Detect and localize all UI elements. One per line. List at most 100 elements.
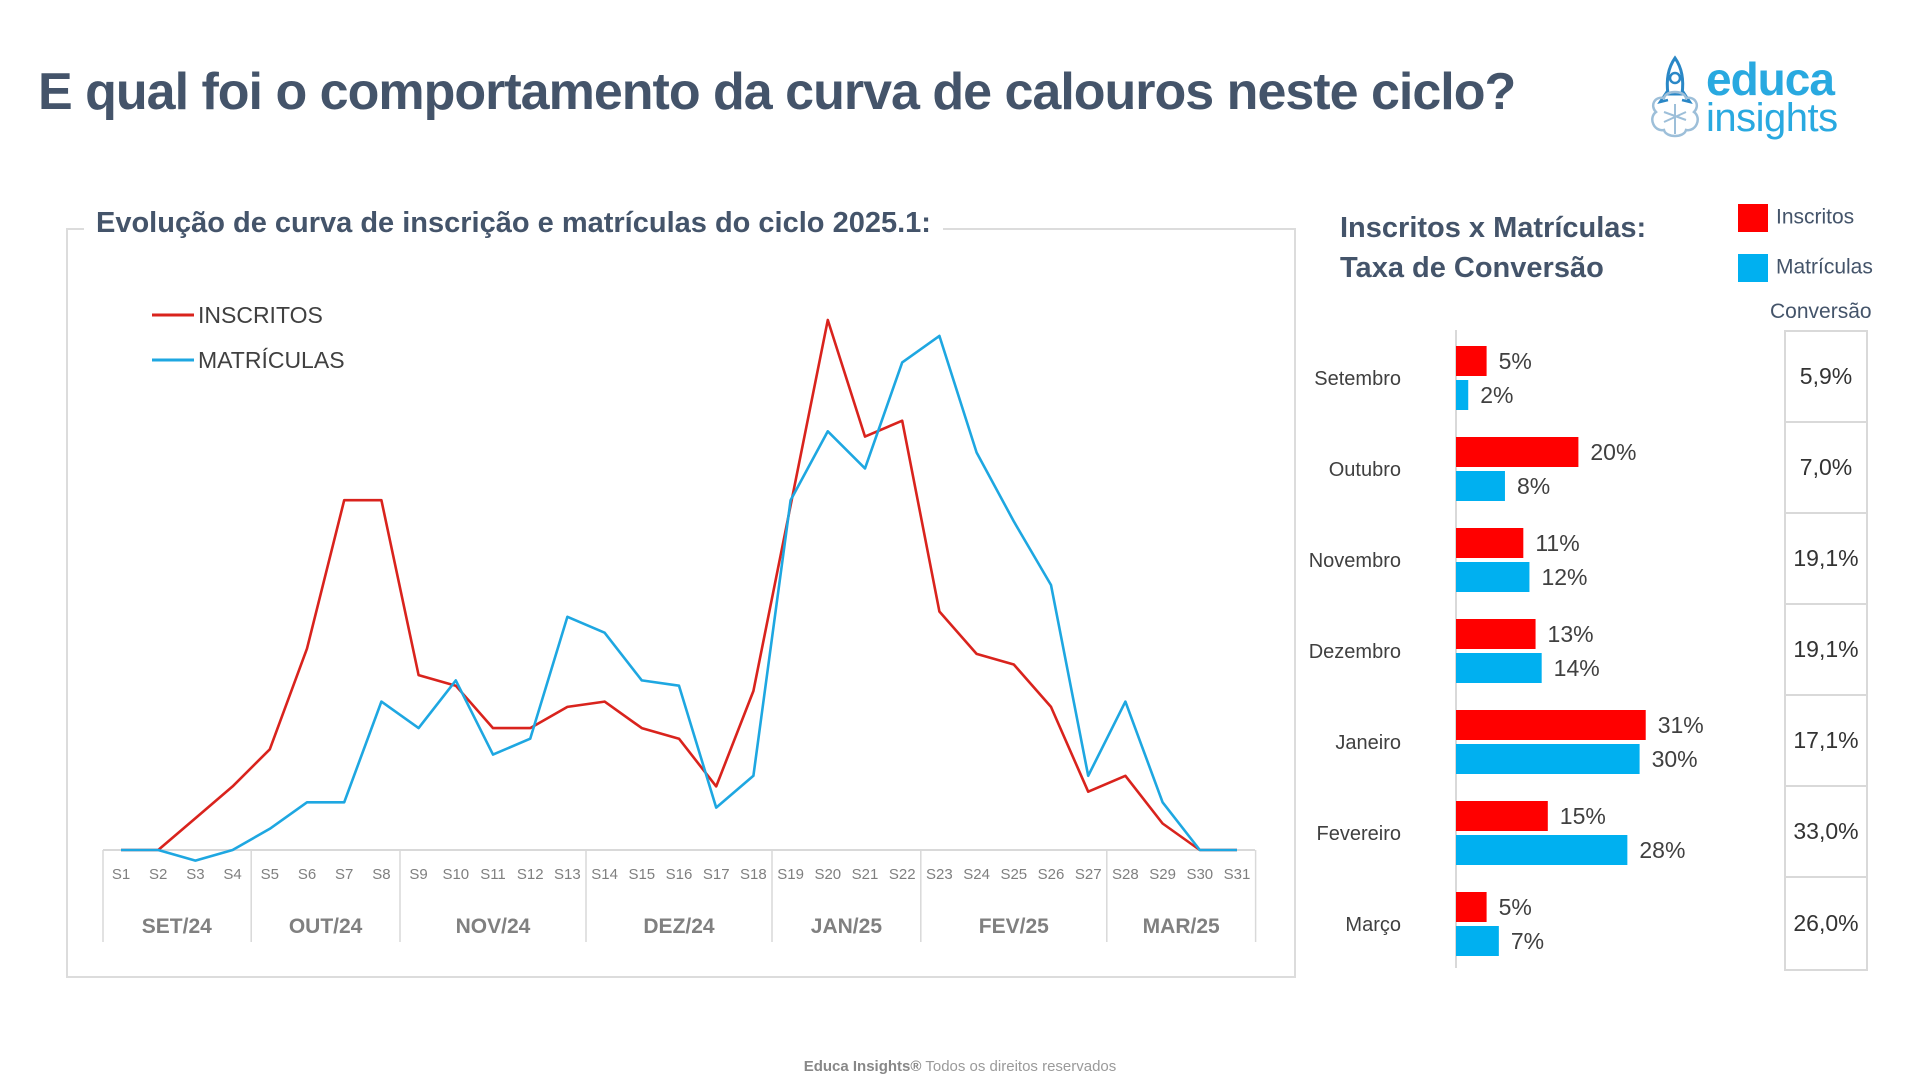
line-chart-title: Evolução de curva de inscrição e matrícu… [84,207,943,240]
bar-matriculas [1456,653,1542,683]
bar-value-label: 11% [1535,530,1579,556]
bar-value-label: 7% [1511,928,1544,954]
bar-value-label: 28% [1639,837,1685,863]
conversion-cell: 17,1% [1786,696,1866,787]
x-tick-label: S9 [409,866,427,883]
educa-insights-logo: educa insights [1648,50,1848,146]
bar-chart-title: Inscritos x Matrículas: Taxa de Conversã… [1340,208,1646,288]
x-tick-label: S20 [814,866,841,883]
bar-matriculas [1456,380,1469,410]
footer: Educa Insights® Todos os direitos reserv… [0,1058,1920,1075]
bar-value-label: 2% [1480,382,1513,408]
logo-insights-text: insights [1706,96,1838,140]
bar-category-label: Novembro [1309,550,1401,572]
legend-swatch-inscritos [1738,204,1768,232]
x-tick-label: S21 [852,866,879,883]
bar-matriculas [1456,744,1640,774]
bar-category-label: Janeiro [1335,732,1401,754]
x-tick-label: S2 [149,866,167,883]
x-tick-label: S24 [963,866,990,883]
bar-value-label: 5% [1499,894,1532,920]
x-tick-label: S8 [372,866,390,883]
x-tick-label: S11 [480,866,506,883]
conversion-cell: 5,9% [1786,332,1866,423]
x-tick-label: S19 [777,866,804,883]
x-tick-label: S4 [223,866,241,883]
x-tick-label: S16 [666,866,693,883]
x-tick-label: S10 [442,866,469,883]
series-line-inscritos [121,318,1237,852]
bar-value-label: 30% [1652,746,1698,772]
month-label: MAR/25 [1143,915,1220,938]
bar-value-label: 5% [1499,348,1532,374]
bar-inscritos [1456,528,1524,558]
x-tick-label: S31 [1224,866,1251,883]
bar-value-label: 15% [1560,803,1606,829]
conversion-cell: 33,0% [1786,787,1866,878]
x-tick-label: S1 [112,866,130,883]
x-tick-label: S23 [926,866,953,883]
month-label: SET/24 [142,915,212,938]
x-tick-label: S12 [517,866,544,883]
x-tick-label: S18 [740,866,767,883]
conversion-cell: 19,1% [1786,514,1866,605]
x-tick-label: S28 [1112,866,1139,883]
page-title: E qual foi o comportamento da curva de c… [38,63,1516,121]
logo-educa-text: educa [1706,53,1835,105]
series-line-matriculas [121,334,1237,862]
x-tick-label: S15 [628,866,655,883]
x-tick-label: S27 [1075,866,1102,883]
bar-inscritos [1456,619,1536,649]
month-label: OUT/24 [289,915,363,938]
bar-inscritos [1456,710,1646,740]
bar-value-label: 8% [1517,473,1550,499]
bar-inscritos [1456,437,1579,467]
conversion-cell: 19,1% [1786,605,1866,696]
bar-inscritos [1456,346,1487,376]
x-tick-label: S14 [591,866,618,883]
bar-value-label: 20% [1590,439,1636,465]
conversion-cell: 7,0% [1786,423,1866,514]
x-tick-label: S29 [1149,866,1176,883]
bar-category-label: Dezembro [1309,641,1401,663]
footer-text: Todos os direitos reservados [921,1058,1117,1075]
x-tick-label: S25 [1000,866,1027,883]
bar-chart-title-line2: Taxa de Conversão [1340,252,1604,284]
x-tick-label: S5 [261,866,279,883]
conversion-table: 5,9% 7,0% 19,1% 19,1% 17,1% 33,0% 26,0% [1784,330,1868,971]
conversion-cell: 26,0% [1793,910,1859,936]
bar-inscritos [1456,801,1548,831]
bar-matriculas [1456,562,1530,592]
month-label: JAN/25 [811,915,883,938]
legend-inscritos: Inscritos [1738,204,1854,232]
bar-value-label: 12% [1541,564,1587,590]
bar-value-label: 14% [1554,655,1600,681]
bar-category-label: Fevereiro [1317,823,1401,845]
month-label: NOV/24 [456,915,531,938]
legend-label-matriculas: Matrículas [1776,255,1873,279]
x-tick-label: S30 [1186,866,1213,883]
x-tick-label: S17 [703,866,730,883]
bar-category-label: Março [1345,914,1401,936]
footer-brand: Educa Insights® [803,1058,922,1075]
legend-matriculas: Matrículas [1738,254,1873,282]
month-label: DEZ/24 [643,915,715,938]
legend-label-matriculas-line: MATRÍCULAS [198,347,345,373]
x-tick-label: S26 [1038,866,1065,883]
conversion-header: Conversão [1770,300,1872,323]
x-tick-label: S6 [298,866,316,883]
x-tick-label: S13 [554,866,581,883]
bar-value-label: 13% [1548,621,1594,647]
bar-matriculas [1456,835,1628,865]
bar-category-label: Setembro [1314,368,1401,390]
legend-label-inscritos-line: INSCRITOS [198,302,323,328]
legend-label-inscritos: Inscritos [1776,205,1855,229]
rocket-brain-icon [1651,55,1699,138]
x-tick-label: S7 [335,866,353,883]
bar-chart-title-line1: Inscritos x Matrículas: [1340,212,1647,244]
bar-matriculas [1456,471,1505,501]
x-tick-label: S22 [889,866,916,883]
x-tick-label: S3 [186,866,204,883]
bar-value-label: 31% [1658,712,1704,738]
